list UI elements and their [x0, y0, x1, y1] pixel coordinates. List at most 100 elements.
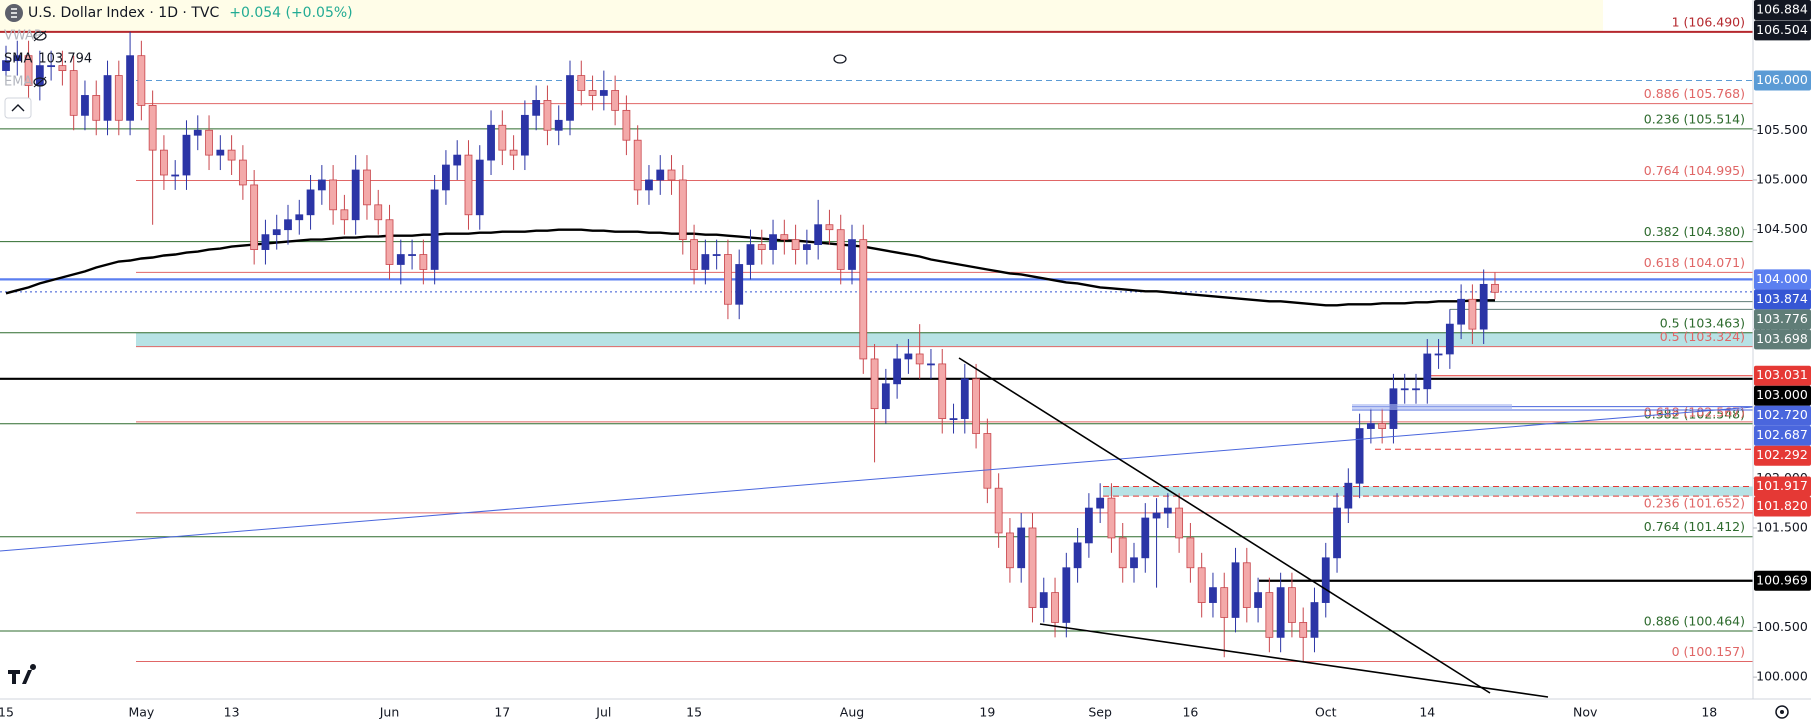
candle-body: [498, 124, 507, 151]
candle-body: [81, 95, 89, 116]
candle-body: [385, 219, 394, 265]
candle-body: [622, 109, 631, 141]
candle-body: [475, 159, 484, 216]
visibility-slash: [33, 76, 47, 88]
candle-body: [724, 254, 732, 305]
fib-label: 0.236 (105.514): [1644, 111, 1745, 126]
visibility-icon[interactable]: [33, 77, 47, 87]
candle-body: [802, 244, 811, 250]
candle-body: [1231, 562, 1240, 618]
candle-body: [47, 65, 56, 68]
price-tag-label: 106.884: [1756, 2, 1808, 17]
candle-body: [656, 169, 665, 181]
candle-body: [408, 254, 416, 256]
indicator-name: EMA: [4, 75, 32, 90]
x-tick-label: 18: [1701, 705, 1717, 720]
candle-body: [1242, 562, 1251, 608]
candle-body: [1468, 298, 1477, 330]
y-tick-label: 104.500: [1756, 221, 1808, 236]
candle-body: [780, 234, 789, 241]
candle-body: [667, 169, 676, 181]
fib-label: 0.382 (104.380): [1644, 224, 1745, 239]
price-tag-label: 101.917: [1756, 478, 1808, 493]
candle-body: [250, 184, 259, 250]
candle-body: [1096, 497, 1105, 509]
candle-body: [1276, 587, 1285, 638]
candle-body: [171, 174, 180, 177]
candle-body: [1457, 298, 1466, 325]
candle-body: [453, 154, 462, 166]
collapse-button[interactable]: [4, 97, 32, 119]
visibility-icon[interactable]: [833, 54, 847, 64]
price-tag-label: 102.720: [1756, 407, 1808, 422]
indicator-value: 103.794: [38, 52, 92, 67]
candle-body: [701, 254, 710, 270]
price-tag-label: 102.292: [1756, 447, 1808, 462]
candle-body: [1073, 542, 1082, 569]
candle-body: [1130, 557, 1138, 569]
x-tick-label: 19: [979, 705, 995, 720]
candle-body: [611, 90, 620, 111]
candle-body: [148, 104, 157, 151]
candle-body: [904, 353, 913, 360]
candle-body: [272, 229, 281, 236]
indicator-name: SMA: [4, 52, 32, 67]
candle-body: [645, 179, 653, 191]
candle-body: [509, 149, 518, 156]
symbol-icon-glyph: [11, 8, 17, 18]
candle-body: [205, 129, 213, 156]
x-tick-label: Oct: [1315, 705, 1337, 720]
candle-body: [396, 254, 405, 265]
tradingview-logo[interactable]: [8, 663, 37, 684]
visibility-icon[interactable]: [33, 31, 47, 41]
candle-body: [554, 119, 563, 131]
price-tag: [1754, 385, 1811, 406]
price-tag: [1754, 329, 1811, 350]
price-tag: [1754, 496, 1811, 517]
candle-body: [69, 70, 78, 116]
x-tick-label: Sep: [1088, 705, 1112, 720]
price-change: +0.054 (+0.05%): [229, 5, 352, 21]
header-band: [0, 0, 1603, 32]
candle-body: [1445, 323, 1454, 355]
price-tag: [1754, 476, 1811, 497]
price-tag: [1754, 289, 1811, 310]
x-tick-label: Jul: [595, 705, 611, 720]
candle-body: [92, 95, 101, 121]
candle-body: [1491, 283, 1499, 293]
x-tick-label: Jun: [379, 705, 400, 720]
candle-body: [442, 164, 450, 191]
candle-body: [329, 179, 338, 211]
candle-body: [24, 55, 33, 86]
candle-body: [216, 149, 225, 156]
candle-body: [160, 149, 168, 176]
candle-body: [374, 204, 383, 221]
fib-label: 0.618 (104.071): [1644, 255, 1745, 270]
fib-label: 0.5 (103.324): [1660, 329, 1745, 344]
price-tag: [1754, 365, 1811, 386]
candle-body: [1175, 507, 1184, 539]
x-tick-label: 14: [1419, 705, 1435, 720]
candle-body: [1366, 423, 1375, 429]
candle-body: [2, 60, 10, 71]
candle-body: [1062, 567, 1071, 623]
candle-body: [238, 159, 247, 186]
settings-gear-center: [1780, 710, 1784, 714]
candle-body: [114, 75, 123, 121]
settings-gear[interactable]: [1775, 705, 1789, 719]
chart-title: U.S. Dollar Index · 1D · TVC: [28, 5, 219, 21]
candle-body: [1412, 388, 1420, 391]
candle-body: [814, 224, 823, 246]
candle-body: [791, 239, 800, 250]
indicator-name: VWAP: [4, 29, 42, 44]
plot: 1 (106.490) 0.886 (105.768) 0.236 (105.514…: [0, 14, 1753, 663]
candle-body: [836, 229, 845, 270]
candle-body: [532, 100, 541, 116]
price-tag-label: 106.504: [1756, 22, 1808, 37]
price-tag-label: 103.698: [1756, 331, 1808, 346]
candle-body: [588, 90, 597, 96]
candle-body: [1434, 353, 1443, 356]
candle-body: [13, 55, 22, 62]
price-tag-label: 103.776: [1756, 311, 1808, 326]
